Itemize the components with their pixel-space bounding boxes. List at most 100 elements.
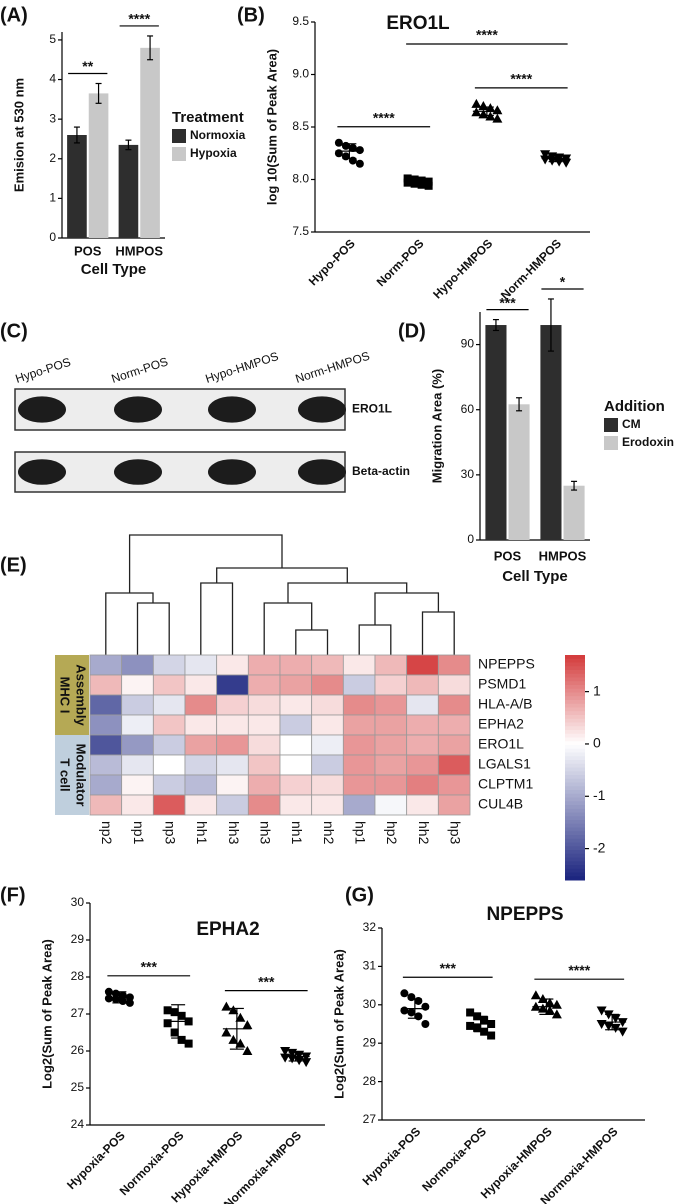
data-point [610, 1023, 621, 1033]
data-point [407, 993, 416, 1002]
data-point [341, 152, 350, 161]
data-point [561, 158, 572, 168]
heatmap-cell [437, 714, 471, 736]
column-label: hh1 [194, 821, 210, 845]
heatmap-cell [152, 754, 186, 776]
heatmap-cell [311, 714, 344, 736]
row-label: CUL4B [478, 796, 523, 812]
heatmap-cell [89, 754, 123, 776]
colorbar-step [565, 662, 585, 667]
y-axis-label: Migration Area (%) [429, 369, 444, 483]
colorbar-step [565, 726, 585, 731]
colorbar-step [565, 868, 585, 873]
heatmap-cell [342, 734, 376, 756]
data-point [235, 1038, 246, 1048]
data-point [170, 1028, 179, 1037]
heatmap-cell [311, 774, 344, 796]
heatmap-cell [437, 654, 471, 676]
heatmap-cell [152, 694, 186, 716]
data-point [610, 1014, 621, 1024]
colorbar-step [565, 730, 585, 735]
significance-label: *** [141, 959, 158, 975]
data-point [407, 1008, 416, 1017]
x-tick-label: Normoxia-POS [419, 1124, 489, 1194]
data-point [104, 994, 113, 1003]
colorbar-step [565, 801, 585, 806]
x-tick-label: Hypo-HMPOS [430, 236, 495, 301]
lane-label: Norm-POS [110, 354, 170, 385]
heatmap-cell [342, 694, 376, 716]
colorbar-step [565, 846, 585, 851]
column-label: hp3 [447, 821, 463, 845]
significance-label: **** [510, 71, 532, 87]
colorbar-tick-label: 0 [593, 735, 601, 751]
data-point [414, 1012, 423, 1021]
heatmap-cell [89, 714, 123, 736]
heatmap-cell [406, 754, 439, 776]
significance-label: **** [568, 962, 590, 978]
colorbar-step [565, 722, 585, 727]
heatmap-cell [247, 674, 281, 696]
data-point [400, 1006, 409, 1015]
y-tick-label: 3 [49, 111, 56, 125]
data-point [177, 1035, 186, 1044]
bar [140, 47, 160, 238]
y-tick-label: 0 [49, 230, 56, 244]
colorbar-step [565, 741, 585, 746]
y-tick-label: 28 [71, 969, 85, 983]
row-label: ERO1L [352, 402, 392, 416]
chart-title: EPHA2 [196, 919, 259, 940]
column-label: nh1 [289, 821, 305, 845]
x-axis-label: Cell Type [502, 568, 568, 585]
colorbar-step [565, 790, 585, 795]
heatmap-cell [184, 794, 218, 816]
colorbar-step [565, 812, 585, 817]
heatmap-cell [89, 674, 123, 696]
heatmap-cell [89, 774, 123, 796]
colorbar-step [565, 703, 585, 708]
data-point [170, 1008, 179, 1017]
blot-strip [14, 451, 346, 493]
colorbar-step [565, 677, 585, 682]
heatmap-cell [437, 734, 471, 756]
colorbar-step [565, 831, 585, 836]
data-point [242, 1046, 253, 1055]
y-tick-label: 60 [461, 402, 475, 416]
y-tick-label: 8.0 [292, 172, 309, 186]
colorbar-step [565, 876, 585, 881]
x-tick-label: Hypo-POS [306, 236, 358, 288]
column-label: nh2 [321, 821, 337, 845]
colorbar-step [565, 760, 585, 765]
significance-label: ** [82, 58, 93, 74]
blot-band [298, 459, 346, 485]
heatmap-cell [374, 674, 408, 696]
colorbar-step [565, 797, 585, 802]
heatmap-cell [184, 694, 218, 716]
heatmap-cell [437, 674, 471, 696]
y-tick-label: 28 [363, 1074, 377, 1088]
y-axis-label: Log2(Sum of Peak Area) [39, 939, 54, 1089]
chart-title: NPEPPS [486, 904, 563, 925]
data-point [551, 1009, 562, 1019]
heatmap-cell [216, 754, 249, 776]
colorbar-step [565, 688, 585, 693]
data-point [478, 109, 489, 119]
heatmap-cell [437, 774, 471, 796]
x-tick-label: HMPOS [539, 548, 587, 563]
legend-swatch [604, 436, 618, 450]
x-tick-label: Hypoxia-HMPOS [478, 1124, 555, 1201]
y-tick-label: 30 [461, 467, 475, 481]
colorbar-step [565, 658, 585, 663]
heatmap-cell [342, 674, 376, 696]
data-point [177, 1011, 186, 1020]
x-tick-label: Hypoxia-POS [360, 1124, 424, 1188]
y-tick-label: 7.5 [292, 224, 309, 238]
data-point [421, 1002, 430, 1011]
y-tick-label: 1 [49, 191, 56, 205]
heatmap-cell [184, 714, 218, 736]
group-box [55, 735, 89, 815]
heatmap-cell [279, 714, 313, 736]
data-point [163, 1006, 172, 1015]
heatmap-cell [247, 794, 281, 816]
heatmap-cell [374, 694, 408, 716]
